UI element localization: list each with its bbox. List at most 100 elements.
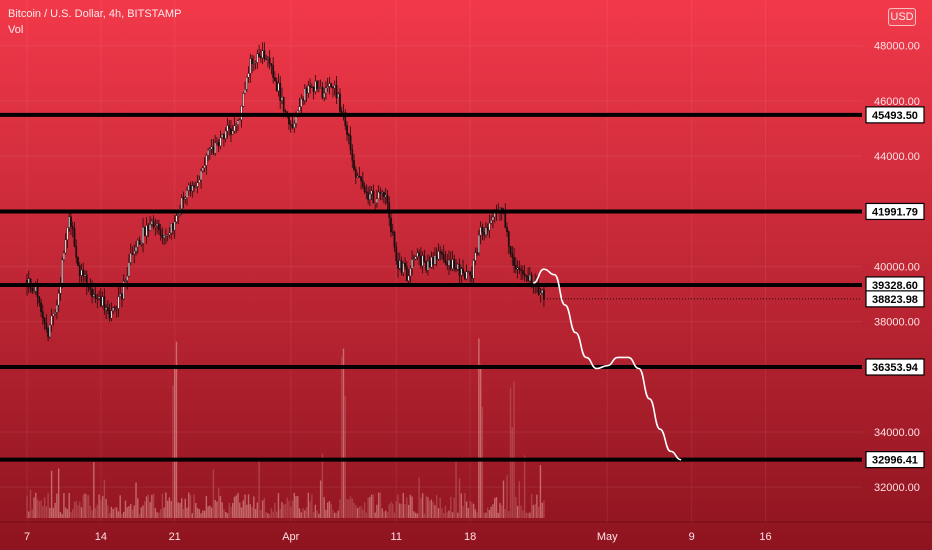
volume-bar — [54, 502, 56, 518]
candle — [330, 82, 333, 89]
volume-bar — [258, 461, 260, 518]
volume-bar — [309, 501, 311, 518]
candle — [272, 57, 275, 84]
volume-bar — [316, 510, 318, 518]
current-price-label: 38823.98 — [865, 290, 925, 308]
candle — [219, 130, 222, 150]
x-axis[interactable]: 7 14 21 Apr 11 18 May 9 16 — [0, 521, 932, 543]
volume-bar — [435, 495, 438, 518]
volume-bar — [319, 480, 322, 518]
volume-bar — [495, 497, 498, 518]
volume-bar — [513, 381, 515, 518]
volume-bar — [384, 510, 387, 518]
level-price-label: 41991.79 — [865, 202, 925, 221]
candle — [224, 127, 227, 143]
candle — [527, 267, 529, 282]
candle — [344, 109, 347, 130]
candle — [465, 264, 468, 281]
volume-bar — [328, 501, 331, 518]
symbol-title[interactable]: Bitcoin / U.S. Dollar, 4h, BITSTAMP — [8, 8, 182, 20]
candle — [145, 217, 148, 244]
y-axis[interactable]: 50000.0048000.0046000.0044000.0040000.00… — [862, 0, 932, 550]
volume-bar — [210, 507, 213, 518]
volume-bar — [305, 507, 308, 518]
candle — [223, 132, 225, 147]
candle — [256, 49, 259, 69]
candle — [242, 91, 245, 108]
volume-bar — [402, 492, 404, 518]
volume-bar — [158, 512, 160, 518]
candle — [238, 117, 241, 121]
volume-bars — [26, 338, 545, 518]
candle — [400, 256, 403, 276]
volume-bar — [66, 509, 69, 518]
y-tick-label: 38000.00 — [874, 317, 920, 329]
volume-bar — [56, 493, 58, 518]
candle — [216, 137, 218, 146]
candle — [349, 126, 352, 155]
candle — [121, 293, 123, 308]
candle — [147, 223, 150, 238]
candle — [50, 308, 53, 332]
volume-bar — [221, 502, 223, 518]
volume-bar — [244, 494, 246, 518]
currency-button[interactable]: USD — [888, 8, 916, 26]
x-tick-label: May — [597, 531, 618, 543]
volume-bar — [356, 507, 359, 518]
candle — [486, 223, 489, 236]
candle — [159, 223, 162, 241]
volume-bar — [479, 364, 482, 518]
volume-bar — [239, 502, 241, 518]
candle — [119, 285, 122, 298]
volume-bar — [47, 492, 49, 518]
volume-bar — [297, 496, 299, 518]
y-tick-label: 32000.00 — [874, 482, 920, 494]
level-price-label: 45493.50 — [865, 106, 925, 124]
volume-bar — [237, 493, 239, 518]
candle — [346, 121, 348, 141]
volume-bar — [75, 500, 77, 518]
candle — [309, 78, 311, 94]
volume-bar — [117, 511, 120, 518]
level-price-label: 32996.41 — [865, 451, 925, 469]
volume-bar — [135, 482, 137, 518]
volume-bar — [112, 508, 114, 518]
volume-bar — [144, 501, 146, 518]
candle — [168, 226, 171, 238]
volume-bar — [511, 427, 514, 518]
volume-bar — [147, 494, 150, 518]
candle — [129, 243, 132, 266]
volume-bar — [527, 513, 529, 518]
candle — [521, 265, 524, 280]
candle — [150, 218, 153, 228]
volume-label[interactable]: Vol — [8, 24, 24, 36]
candle — [507, 230, 510, 255]
candle — [115, 305, 118, 318]
volume-bar — [298, 508, 301, 518]
candle — [525, 274, 528, 283]
candle — [201, 166, 204, 173]
volume-bar — [272, 511, 274, 518]
volume-bar — [421, 493, 424, 518]
candle — [506, 222, 508, 237]
candle — [414, 255, 417, 261]
volume-bar — [275, 511, 278, 518]
candle — [432, 252, 435, 270]
volume-bar — [465, 501, 468, 518]
volume-bar — [226, 513, 229, 518]
volume-bar — [186, 507, 188, 518]
volume-bar — [432, 501, 434, 518]
candle — [460, 266, 463, 285]
volume-bar — [369, 496, 371, 518]
volume-bar — [420, 498, 422, 518]
volume-bar — [418, 477, 420, 518]
candle — [184, 196, 187, 204]
volume-bar — [311, 494, 313, 518]
candle — [263, 42, 266, 62]
candle — [483, 227, 486, 241]
candle — [367, 186, 369, 205]
volume-bar — [200, 513, 202, 518]
volume-bar — [128, 506, 130, 518]
